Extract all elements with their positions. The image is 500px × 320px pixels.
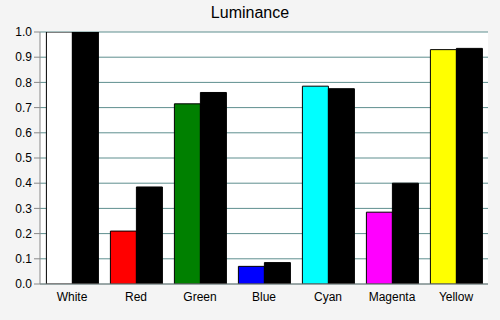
svg-text:Cyan: Cyan	[314, 290, 342, 304]
svg-text:Yellow: Yellow	[439, 290, 474, 304]
svg-text:Blue: Blue	[252, 290, 276, 304]
svg-text:Red: Red	[125, 290, 147, 304]
svg-text:Green: Green	[183, 290, 216, 304]
svg-text:0.3: 0.3	[15, 202, 32, 216]
svg-text:0.7: 0.7	[15, 101, 32, 115]
svg-text:0.9: 0.9	[15, 50, 32, 64]
svg-text:0.4: 0.4	[15, 176, 32, 190]
html-text:Luminance: Luminance	[210, 4, 290, 21]
svg-text:White: White	[57, 290, 88, 304]
svg-text:0.8: 0.8	[15, 76, 32, 90]
svg-text:0.1: 0.1	[15, 252, 32, 266]
svg-text:0.6: 0.6	[15, 126, 32, 140]
svg-text:0.0: 0.0	[15, 277, 32, 291]
svg-text:1.0: 1.0	[15, 25, 32, 39]
svg-text:Magenta: Magenta	[369, 290, 416, 304]
svg-text:0.2: 0.2	[15, 227, 32, 241]
svg-text:0.5: 0.5	[15, 151, 32, 165]
